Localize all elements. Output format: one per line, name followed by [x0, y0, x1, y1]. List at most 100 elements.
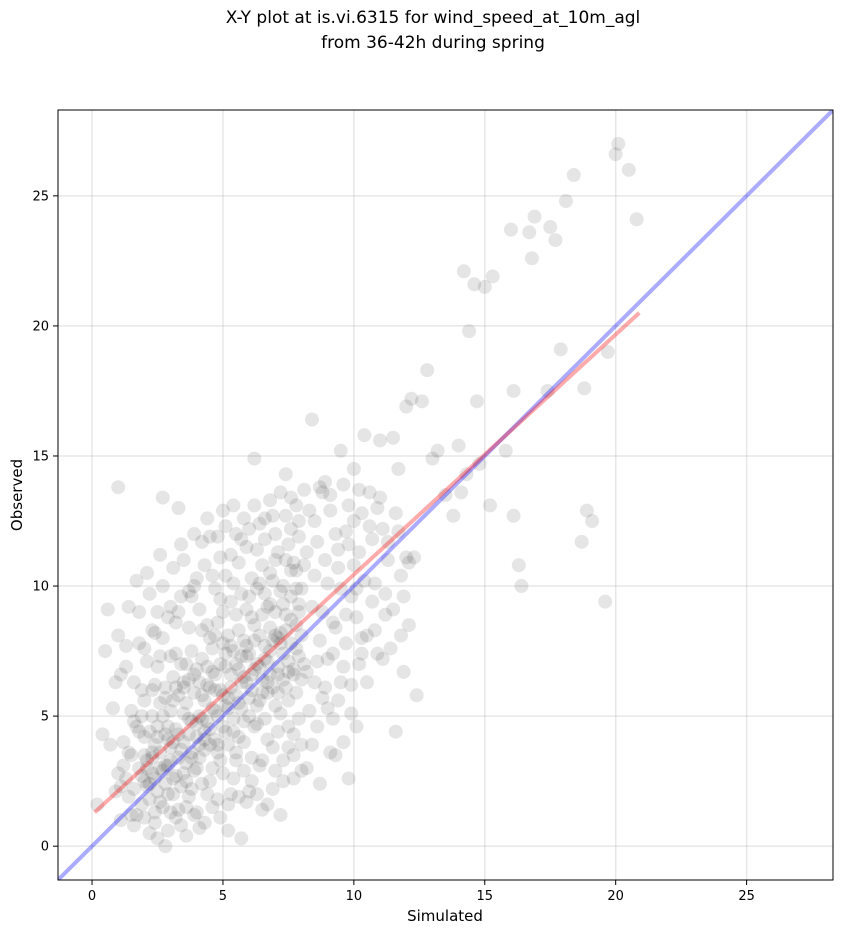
data-point — [210, 709, 225, 724]
data-point — [278, 508, 293, 523]
data-point — [163, 805, 178, 820]
data-point — [174, 589, 189, 604]
data-point — [221, 690, 236, 705]
data-point — [373, 490, 388, 505]
data-point — [208, 628, 223, 643]
data-point — [291, 605, 306, 620]
data-point — [391, 461, 406, 476]
data-point — [265, 740, 280, 755]
data-point — [498, 443, 513, 458]
data-point — [255, 558, 270, 573]
data-point — [289, 641, 304, 656]
data-point — [184, 781, 199, 796]
data-point — [158, 690, 173, 705]
data-point — [137, 810, 152, 825]
data-point — [192, 602, 207, 617]
data-point — [226, 644, 241, 659]
data-point — [260, 654, 275, 669]
data-point — [278, 623, 293, 638]
data-point — [205, 641, 220, 656]
data-point — [192, 709, 207, 724]
data-point — [294, 628, 309, 643]
data-point — [163, 599, 178, 614]
data-point — [111, 480, 126, 495]
data-point — [223, 667, 238, 682]
data-point — [393, 568, 408, 583]
data-point — [171, 750, 186, 765]
data-point — [184, 644, 199, 659]
data-point — [124, 807, 139, 822]
data-point — [268, 763, 283, 778]
data-point — [289, 498, 304, 513]
data-point — [147, 737, 162, 752]
data-point — [179, 657, 194, 672]
data-point — [147, 805, 162, 820]
data-point — [239, 649, 254, 664]
data-point — [268, 698, 283, 713]
data-point — [134, 768, 149, 783]
data-point — [158, 758, 173, 773]
data-point — [168, 680, 183, 695]
data-point — [181, 672, 196, 687]
data-point — [514, 579, 529, 594]
data-point — [195, 651, 210, 666]
data-point — [346, 558, 361, 573]
data-point — [331, 560, 346, 575]
data-point — [383, 641, 398, 656]
x-tick-label: 5 — [219, 889, 227, 904]
data-point — [260, 675, 275, 690]
data-point — [263, 620, 278, 635]
data-point — [244, 667, 259, 682]
data-point — [315, 485, 330, 500]
data-point — [265, 573, 280, 588]
data-point — [276, 579, 291, 594]
data-point — [276, 774, 291, 789]
data-point — [284, 636, 299, 651]
data-point — [215, 688, 230, 703]
data-point — [160, 610, 175, 625]
data-point — [281, 654, 296, 669]
data-point — [171, 501, 186, 516]
data-point — [195, 711, 210, 726]
data-point — [375, 521, 390, 536]
data-point — [325, 615, 340, 630]
data-point — [145, 709, 160, 724]
data-point — [414, 394, 429, 409]
data-point — [231, 662, 246, 677]
data-point — [116, 735, 131, 750]
data-point — [346, 461, 361, 476]
y-tick-label: 25 — [32, 189, 49, 204]
data-point — [310, 654, 325, 669]
data-point — [197, 815, 212, 830]
data-point — [380, 553, 395, 568]
data-point — [192, 737, 207, 752]
data-point — [142, 776, 157, 791]
data-point — [425, 451, 440, 466]
data-point — [179, 755, 194, 770]
data-point — [229, 527, 244, 542]
data-point — [153, 794, 168, 809]
data-point — [195, 776, 210, 791]
data-point — [223, 547, 238, 562]
data-point — [231, 555, 246, 570]
data-point — [187, 763, 202, 778]
data-point — [388, 506, 403, 521]
data-point — [485, 269, 500, 284]
data-point — [524, 251, 539, 266]
data-point — [192, 675, 207, 690]
data-point — [160, 732, 175, 747]
data-point — [503, 222, 518, 237]
data-point — [140, 654, 155, 669]
data-point — [291, 529, 306, 544]
data-point — [121, 599, 136, 614]
data-point — [284, 612, 299, 627]
data-point — [150, 784, 165, 799]
data-point — [409, 688, 424, 703]
data-point — [171, 802, 186, 817]
data-point — [226, 771, 241, 786]
data-point — [310, 719, 325, 734]
data-point — [195, 688, 210, 703]
data-point — [252, 516, 267, 531]
data-point — [181, 620, 196, 635]
data-point — [294, 581, 309, 596]
